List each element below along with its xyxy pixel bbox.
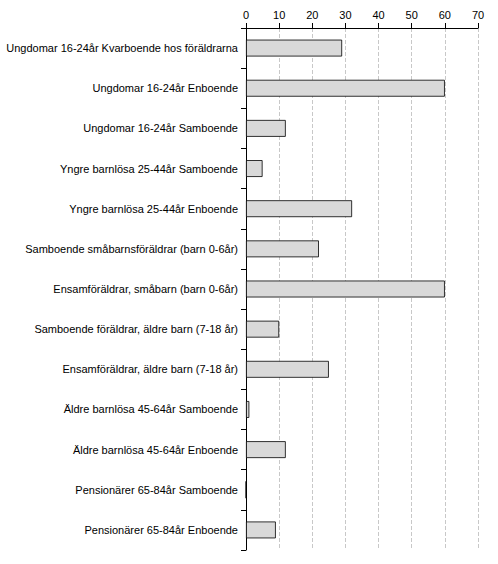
svg-text:40: 40 <box>372 9 384 21</box>
svg-text:0: 0 <box>243 9 249 21</box>
svg-text:Pensionärer 65-84år Enboende: Pensionärer 65-84år Enboende <box>84 524 238 536</box>
svg-text:50: 50 <box>406 9 418 21</box>
svg-text:Ungdomar 16-24år Enboende: Ungdomar 16-24år Enboende <box>92 82 238 94</box>
svg-text:Ungdomar 16-24år Kvarboende ho: Ungdomar 16-24år Kvarboende hos föräldra… <box>6 42 239 54</box>
svg-text:Pensionärer 65-84år Samboende: Pensionärer 65-84år Samboende <box>75 484 238 496</box>
svg-text:Äldre barnlösa 45-64år Enboend: Äldre barnlösa 45-64år Enboende <box>73 444 238 456</box>
svg-text:30: 30 <box>339 9 351 21</box>
svg-text:60: 60 <box>439 9 451 21</box>
svg-text:Samboende föräldrar, äldre bar: Samboende föräldrar, äldre barn (7-18 år… <box>34 323 238 335</box>
svg-text:Samboende småbarnsföräldrar (b: Samboende småbarnsföräldrar (barn 0-6år) <box>25 243 238 255</box>
svg-text:Ensamföräldrar, äldre barn (7-: Ensamföräldrar, äldre barn (7-18 år) <box>63 363 238 375</box>
svg-text:20: 20 <box>306 9 318 21</box>
svg-text:10: 10 <box>273 9 285 21</box>
svg-text:Ensamföräldrar, småbarn (barn: Ensamföräldrar, småbarn (barn 0-6år) <box>53 283 238 295</box>
svg-text:Äldre barnlösa 45-64år Samboen: Äldre barnlösa 45-64år Samboende <box>64 403 238 415</box>
svg-text:Yngre barnlösa 25-44år Samboen: Yngre barnlösa 25-44år Samboende <box>60 163 238 175</box>
svg-text:70: 70 <box>472 9 484 21</box>
svg-text:Ungdomar 16-24år Samboende: Ungdomar 16-24år Samboende <box>83 122 238 134</box>
svg-text:Yngre barnlösa 25-44år Enboend: Yngre barnlösa 25-44år Enboende <box>69 203 238 215</box>
